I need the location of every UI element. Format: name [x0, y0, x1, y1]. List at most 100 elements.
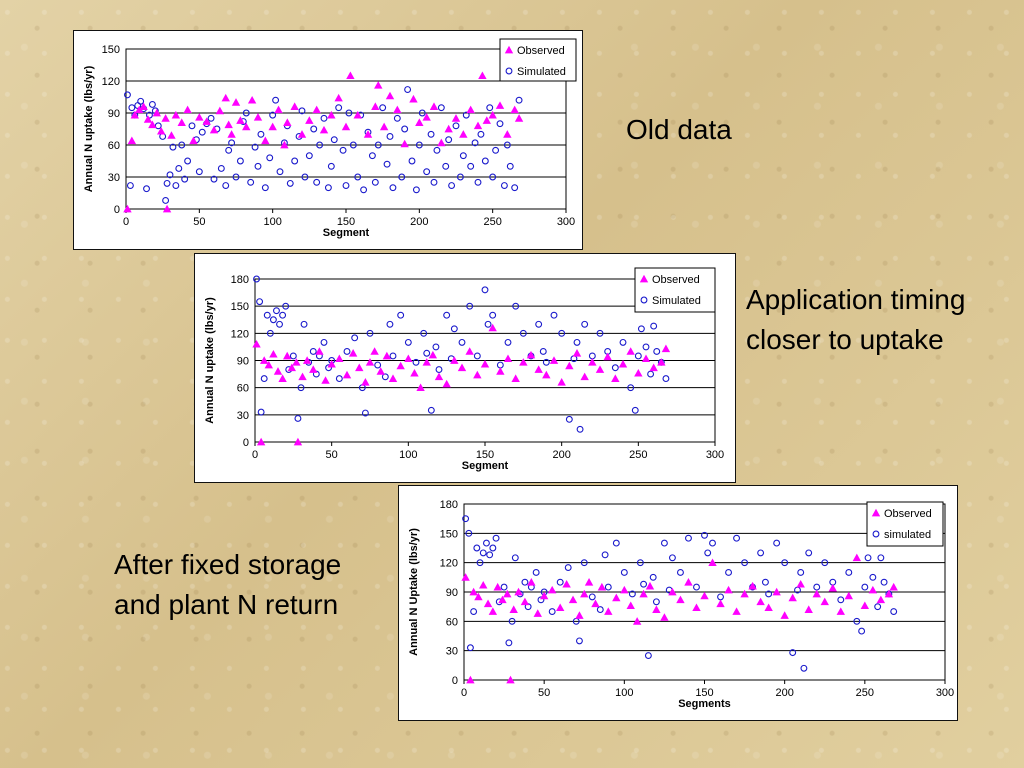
simulated-point: [247, 178, 255, 186]
observed-point: [684, 578, 693, 586]
x-tick-label: 250: [856, 687, 874, 699]
observed-point: [444, 124, 453, 133]
y-tick-label: 150: [102, 44, 120, 56]
observed-point: [376, 367, 385, 375]
simulated-point: [565, 415, 573, 423]
observed-point: [756, 597, 765, 606]
simulated-point: [282, 302, 290, 310]
simulated-point: [222, 182, 230, 189]
observed-point: [428, 350, 438, 359]
simulated-point: [324, 184, 332, 192]
simulated-point: [339, 146, 347, 154]
observed-point: [224, 120, 233, 129]
simulated-point: [631, 406, 639, 414]
observed-point: [353, 110, 362, 119]
simulated-point: [741, 559, 749, 567]
observed-point: [764, 603, 773, 612]
simulated-point: [660, 539, 668, 547]
simulated-point: [172, 182, 180, 189]
caption-old-data: Old data: [626, 114, 732, 145]
observed-point: [645, 581, 655, 590]
x-tick-label: 200: [775, 687, 793, 699]
simulated-point: [225, 146, 233, 154]
simulated-point: [286, 179, 294, 187]
y-tick-label: 120: [440, 558, 458, 570]
legend-label: Observed: [517, 45, 565, 57]
observed-point: [302, 356, 312, 364]
simulated-point: [207, 114, 215, 122]
simulated-point: [443, 311, 451, 319]
legend-marker: [640, 296, 648, 304]
simulated-point: [611, 364, 619, 372]
y-axis-label: Annual N uptake (lbs/yr): [204, 297, 216, 424]
simulated-point: [148, 101, 156, 108]
simulated-point: [505, 639, 513, 647]
simulated-point: [389, 184, 397, 192]
simulated-point: [335, 375, 343, 383]
observed-point: [724, 585, 733, 594]
simulated-point: [298, 107, 306, 115]
observed-point: [889, 582, 898, 591]
observed-point: [498, 595, 507, 604]
simulated-point: [496, 361, 504, 369]
simulated-point: [124, 91, 131, 99]
y-tick-label: 120: [231, 328, 249, 340]
observed-point: [480, 359, 490, 368]
simulated-point: [456, 173, 464, 181]
observed-point: [708, 558, 717, 567]
simulated-point: [890, 608, 898, 616]
simulated-point: [508, 617, 516, 625]
observed-point: [283, 351, 292, 360]
simulated-point: [432, 343, 440, 351]
observed-point: [334, 93, 343, 102]
observed-point: [860, 601, 870, 610]
simulated-point: [773, 539, 781, 547]
observed-point: [385, 91, 395, 100]
observed-point: [511, 374, 520, 382]
simulated-point: [535, 320, 543, 328]
observed-point: [611, 374, 620, 382]
chart-old-data: 0 30 60 90 120 150 0 50 100 150 200 250 300 Segment An…: [73, 30, 583, 250]
simulated-point: [273, 307, 280, 315]
observed-point: [700, 591, 709, 600]
simulated-point: [500, 583, 508, 591]
observed-point: [514, 114, 524, 122]
observed-point: [404, 354, 413, 363]
simulated-point: [398, 173, 406, 181]
simulated-point: [435, 366, 443, 374]
simulated-point: [272, 96, 280, 104]
observed-point: [626, 601, 635, 610]
simulated-point: [869, 573, 877, 581]
chart-old-data-svg: 0 30 60 90 120 150 0 50 100 150 200 250 300 Segment An…: [83, 38, 577, 239]
observed-point: [382, 351, 392, 360]
simulated-point: [500, 182, 508, 189]
simulated-point: [619, 338, 627, 346]
observed-point: [591, 599, 600, 608]
observed-point: [415, 118, 424, 126]
simulated-point: [558, 329, 566, 337]
observed-point: [167, 131, 176, 139]
observed-point: [247, 96, 257, 104]
observed-point: [305, 116, 314, 124]
y-tick-label: 90: [108, 108, 120, 120]
simulated-point: [459, 152, 467, 160]
observed-point: [157, 126, 166, 135]
y-tick-label: 60: [446, 616, 458, 628]
simulated-point: [627, 384, 635, 392]
observed-point: [788, 593, 797, 602]
observed-point: [195, 113, 204, 121]
observed-point: [503, 589, 512, 598]
y-tick-label: 90: [237, 356, 249, 368]
observed-point: [410, 368, 419, 377]
simulated-point: [733, 534, 741, 542]
simulated-point: [496, 120, 504, 128]
y-tick-label: 90: [446, 587, 458, 599]
observed-point: [572, 349, 582, 357]
simulated-point: [821, 559, 829, 567]
simulated-point: [512, 302, 520, 310]
observed-point: [278, 374, 287, 382]
x-tick-label: 300: [557, 216, 575, 228]
x-tick-label: 150: [337, 216, 355, 228]
y-tick-label: 30: [237, 410, 249, 422]
observed-point: [565, 361, 574, 370]
